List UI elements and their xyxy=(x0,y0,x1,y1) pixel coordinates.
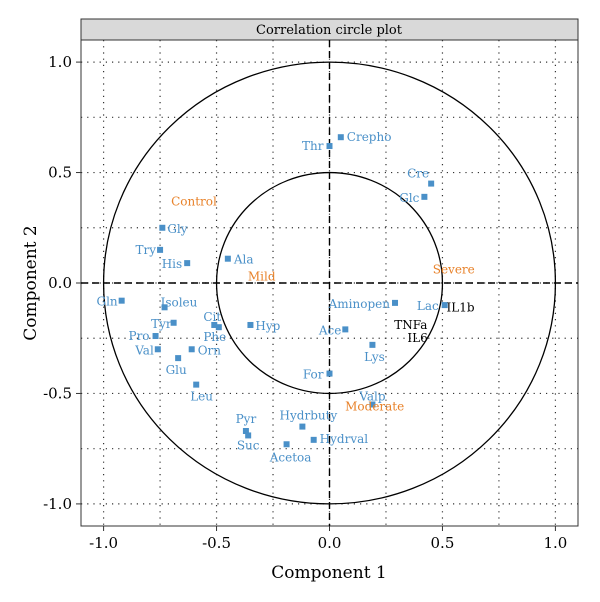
x-tick-label: -0.5 xyxy=(202,534,231,552)
data-point-label: Aminopen xyxy=(328,297,391,311)
data-point-label: Pyr xyxy=(236,412,257,426)
data-point-marker xyxy=(211,321,218,328)
data-point-label: Suc xyxy=(237,438,260,452)
group-label: Moderate xyxy=(345,400,404,414)
cytokine-label: IL6 xyxy=(407,331,427,345)
data-points xyxy=(118,134,448,448)
chart-title: Correlation circle plot xyxy=(256,23,403,38)
data-point-marker xyxy=(118,297,125,304)
data-point-label: Orn xyxy=(198,343,222,357)
data-point-label: Ace xyxy=(318,323,342,337)
data-point-marker xyxy=(299,423,306,430)
data-point-label: Phe xyxy=(203,330,226,344)
data-point-marker xyxy=(161,304,168,311)
data-point-label: Lys xyxy=(364,350,385,364)
cytokine-label: IL1b xyxy=(447,300,475,314)
data-point-marker xyxy=(337,134,344,141)
x-tick-label: 1.0 xyxy=(543,534,567,552)
data-point-label: Valp xyxy=(358,390,386,404)
data-point-label: Ala xyxy=(233,253,254,267)
data-point-label: Gln xyxy=(97,295,118,309)
data-point-marker xyxy=(154,346,161,353)
zero-axes xyxy=(81,40,578,526)
data-point-label: Cit xyxy=(203,310,221,324)
data-point-marker xyxy=(247,321,254,328)
data-point-label: His xyxy=(162,257,182,271)
x-tick-label: -1.0 xyxy=(89,534,118,552)
y-tick-label: -0.5 xyxy=(43,384,72,402)
data-point-marker xyxy=(215,324,222,331)
x-tick-label: 0.0 xyxy=(318,534,342,552)
data-point-marker xyxy=(283,441,290,448)
cytokine-label: TNFa xyxy=(394,318,427,332)
data-point-marker xyxy=(369,341,376,348)
group-label: Mild xyxy=(248,269,276,283)
data-point-marker xyxy=(175,355,182,362)
data-point-marker xyxy=(184,260,191,267)
data-point-label: Lac xyxy=(417,299,439,313)
data-point-marker xyxy=(157,246,164,253)
data-point-marker xyxy=(188,346,195,353)
data-point-marker xyxy=(159,224,166,231)
data-point-label: Leu xyxy=(190,390,213,404)
data-point-label: Cre xyxy=(407,167,429,181)
data-point-label: Hydrbuty xyxy=(280,409,338,423)
data-point-marker xyxy=(310,436,317,443)
data-point-label: Crepho xyxy=(347,130,392,144)
axis-ticks: -1.0 -0.5 0.0 0.5 1.0 -1.0 -0.5 0.0 0.5 1.0 xyxy=(43,53,567,552)
y-axis-label: Component 2 xyxy=(21,225,41,341)
data-point-marker xyxy=(342,326,349,333)
data-point-marker xyxy=(193,381,200,388)
data-point-label: Pro xyxy=(129,329,150,343)
data-point-label: Try xyxy=(136,243,157,257)
group-label: Control xyxy=(171,194,217,208)
data-point-marker xyxy=(170,319,177,326)
data-point-marker xyxy=(326,370,333,377)
x-axis-label: Component 1 xyxy=(271,563,387,583)
group-label: Severe xyxy=(433,263,475,277)
data-point-label: For xyxy=(303,368,324,382)
y-tick-label: 1.0 xyxy=(48,53,72,71)
data-point-label: Val xyxy=(134,343,154,357)
data-point-marker xyxy=(369,401,376,408)
x-tick-label: 0.5 xyxy=(431,534,455,552)
y-tick-label: 0.0 xyxy=(48,274,72,292)
data-point-marker xyxy=(326,143,333,150)
data-point-marker xyxy=(441,302,448,309)
data-point-marker xyxy=(392,299,399,306)
data-point-label: Tyr xyxy=(151,317,172,331)
data-point-label: Isoleu xyxy=(161,295,198,309)
data-point-label: Hydrval xyxy=(320,432,369,446)
data-point-marker xyxy=(224,255,231,262)
data-point-marker xyxy=(242,428,249,435)
data-point-label: Gly xyxy=(167,222,187,236)
data-point-marker xyxy=(421,193,428,200)
data-point-marker xyxy=(428,180,435,187)
y-tick-label: 0.5 xyxy=(48,164,72,182)
data-point-marker xyxy=(152,333,159,340)
data-point-marker xyxy=(245,432,252,439)
data-point-label: Hyp xyxy=(255,319,280,333)
data-point-label: Acetoa xyxy=(269,450,312,464)
data-labels: Crepho Thr Cre Glc Gly Try His Ala Gln Isoleu Tyr C… xyxy=(97,130,475,464)
data-point-label: Glu xyxy=(166,363,187,377)
panel-header: Correlation circle plot xyxy=(80,18,579,41)
data-point-label: Thr xyxy=(302,139,324,153)
y-tick-label: -1.0 xyxy=(43,495,72,513)
data-point-label: Glc xyxy=(399,191,419,205)
